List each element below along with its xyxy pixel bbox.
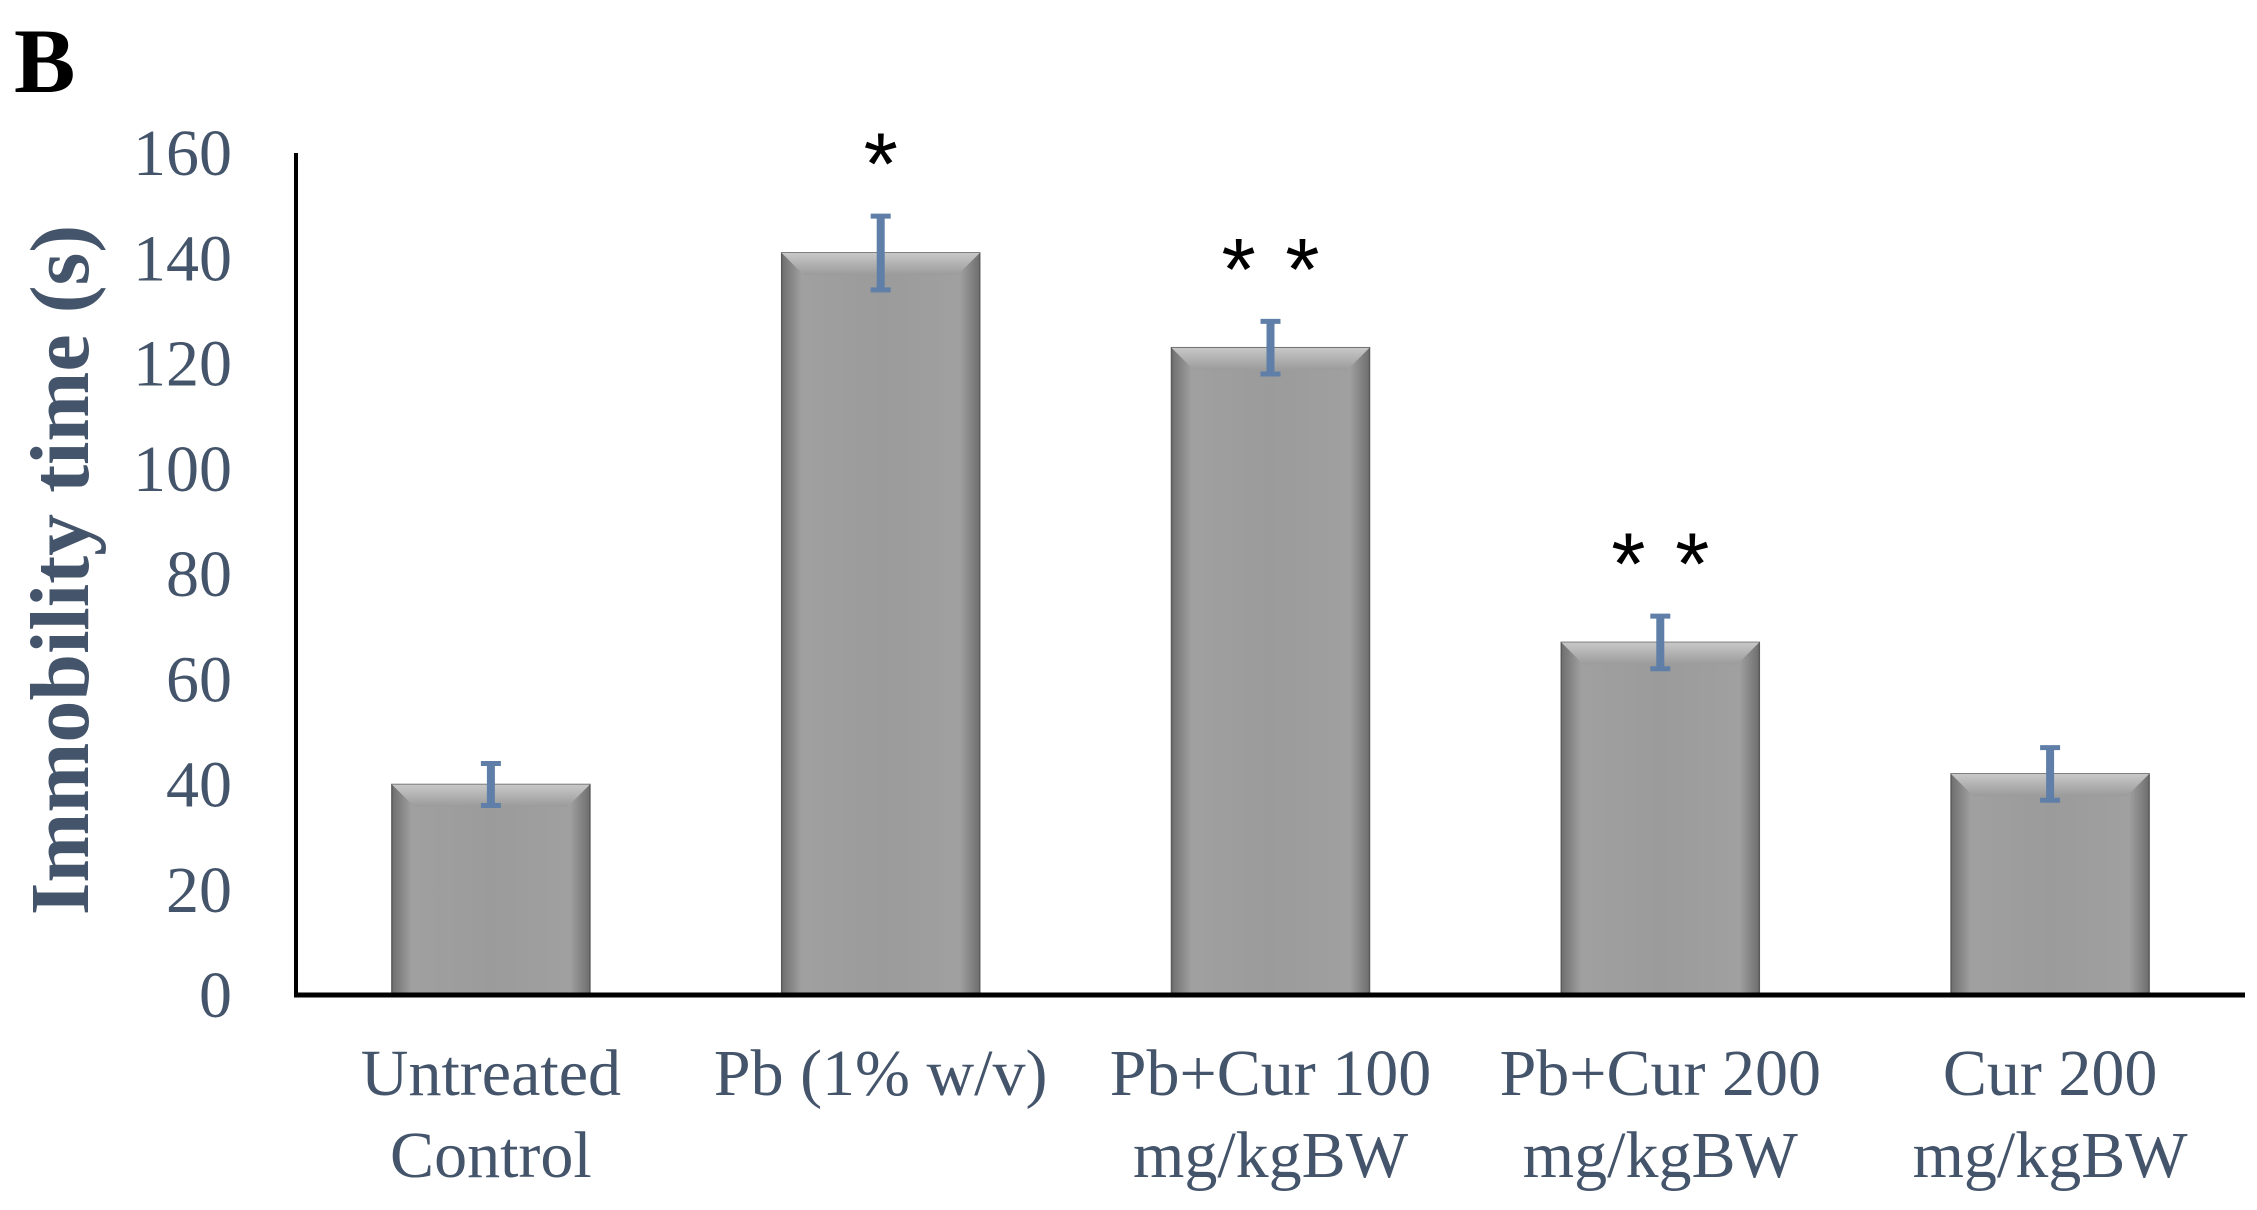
y-axis-ticks: 0 20 40 60 80 100 120 140 160	[133, 117, 232, 1032]
category-label: mg/kgBW	[1913, 1119, 2189, 1192]
error-bar	[870, 213, 891, 293]
significance-mark: * *	[1611, 514, 1715, 613]
bar	[780, 252, 981, 996]
y-axis-title: Immobility time (s)	[14, 225, 107, 916]
y-tick-label: 20	[166, 854, 232, 927]
error-bar	[2040, 745, 2061, 803]
panel-label: B	[14, 10, 75, 112]
bar	[1950, 773, 2150, 996]
y-tick-label: 0	[199, 959, 232, 1032]
y-tick-label: 140	[133, 222, 232, 295]
category-labels: Untreated Control Pb (1% w/v) Pb+Cur 100 mg/…	[361, 1037, 2188, 1192]
category-label: Control	[390, 1119, 592, 1192]
error-bar	[1650, 613, 1671, 672]
category-label: Pb+Cur 200	[1500, 1037, 1821, 1110]
category-label: Pb (1% w/v)	[714, 1037, 1048, 1110]
bar	[1170, 346, 1371, 996]
category-label: mg/kgBW	[1133, 1119, 1409, 1192]
y-tick-label: 160	[133, 117, 232, 190]
error-bar	[1260, 318, 1281, 377]
y-tick-label: 60	[166, 643, 232, 716]
category-label: mg/kgBW	[1523, 1119, 1799, 1192]
error-bars-group	[480, 213, 2061, 809]
bar	[391, 783, 591, 996]
bars-group	[391, 252, 2150, 996]
significance-group: * * * * *	[864, 114, 1715, 613]
significance-mark: *	[864, 114, 904, 213]
category-label: Cur 200	[1943, 1037, 2158, 1110]
category-label: Untreated	[361, 1037, 621, 1110]
y-tick-label: 80	[166, 538, 232, 611]
bar	[1560, 641, 1761, 996]
error-bar	[480, 760, 501, 809]
y-tick-label: 120	[133, 328, 232, 401]
y-tick-label: 100	[133, 433, 232, 506]
y-tick-label: 40	[166, 749, 232, 822]
category-label: Pb+Cur 100	[1110, 1037, 1431, 1110]
significance-mark: * *	[1221, 219, 1325, 318]
